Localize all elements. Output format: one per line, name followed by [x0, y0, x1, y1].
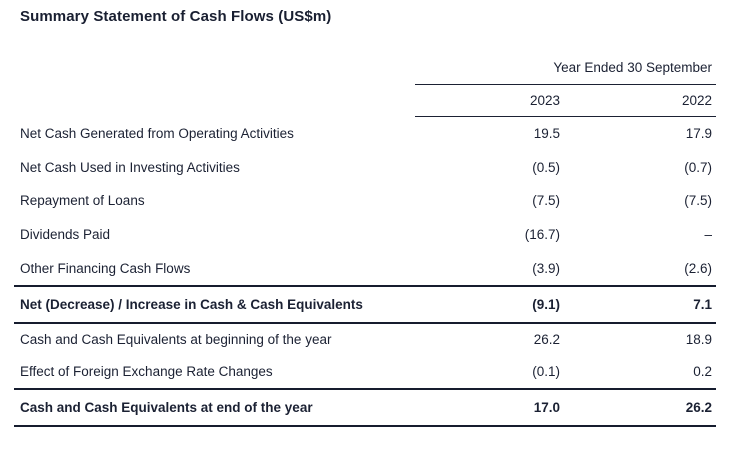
cell-2022: (2.6) [684, 260, 712, 276]
cell-2022: (7.5) [684, 193, 712, 209]
cell-2023: (3.9) [532, 260, 560, 276]
row-label: Other Financing Cash Flows [20, 260, 191, 276]
row-label: Net (Decrease) / Increase in Cash & Cash… [20, 296, 363, 312]
row-label: Net Cash Used in Investing Activities [20, 159, 240, 175]
row-label: Dividends Paid [20, 227, 111, 243]
cell-2022: – [704, 227, 712, 243]
cell-2023: 17.0 [533, 399, 560, 415]
row-label: Cash and Cash Equivalents at beginning o… [20, 332, 332, 348]
cell-2022: 26.2 [685, 399, 712, 415]
table-row-total: Net (Decrease) / Increase in Cash & Cash… [14, 284, 716, 324]
cell-2022: 18.9 [685, 332, 712, 348]
cell-2022: (0.7) [684, 159, 712, 175]
cell-2022: 0.2 [693, 364, 712, 380]
table-row: Dividends Paid (16.7) – [14, 218, 716, 252]
table-row: Other Financing Cash Flows (3.9) (2.6) [14, 251, 716, 285]
row-label: Repayment of Loans [20, 193, 145, 209]
table-row: Effect of Foreign Exchange Rate Changes … [14, 356, 716, 388]
column-header-2022: 2022 [560, 84, 716, 117]
cell-2022: 17.9 [685, 126, 712, 142]
cell-2023: 19.5 [533, 126, 560, 142]
row-label: Effect of Foreign Exchange Rate Changes [20, 364, 273, 380]
cell-2023: (0.1) [532, 364, 560, 380]
cell-2023: 26.2 [533, 332, 560, 348]
table-row: Net Cash Used in Investing Activities (0… [14, 151, 716, 185]
table-row: Cash and Cash Equivalents at beginning o… [14, 324, 716, 356]
cell-2023: (9.1) [532, 296, 560, 312]
cell-2023: (16.7) [524, 227, 560, 243]
cash-flow-statement-page: Summary Statement of Cash Flows (US$m) Y… [0, 8, 738, 450]
period-header: Year Ended 30 September [553, 60, 712, 75]
cell-2023: (7.5) [532, 193, 560, 209]
cell-2022: 7.1 [693, 296, 712, 312]
row-label: Net Cash Generated from Operating Activi… [20, 126, 294, 142]
column-header-2023: 2023 [415, 84, 560, 117]
page-title: Summary Statement of Cash Flows (US$m) [20, 8, 332, 25]
table-row-total: Cash and Cash Equivalents at end of the … [14, 387, 716, 427]
table-row: Repayment of Loans (7.5) (7.5) [14, 184, 716, 218]
table-row: Net Cash Generated from Operating Activi… [14, 117, 716, 151]
year-header-row: 2023 2022 [14, 84, 716, 117]
cell-2023: (0.5) [532, 159, 560, 175]
cash-flow-table: Year Ended 30 September 2023 2022 Net Ca… [14, 60, 716, 427]
row-label: Cash and Cash Equivalents at end of the … [20, 399, 313, 415]
